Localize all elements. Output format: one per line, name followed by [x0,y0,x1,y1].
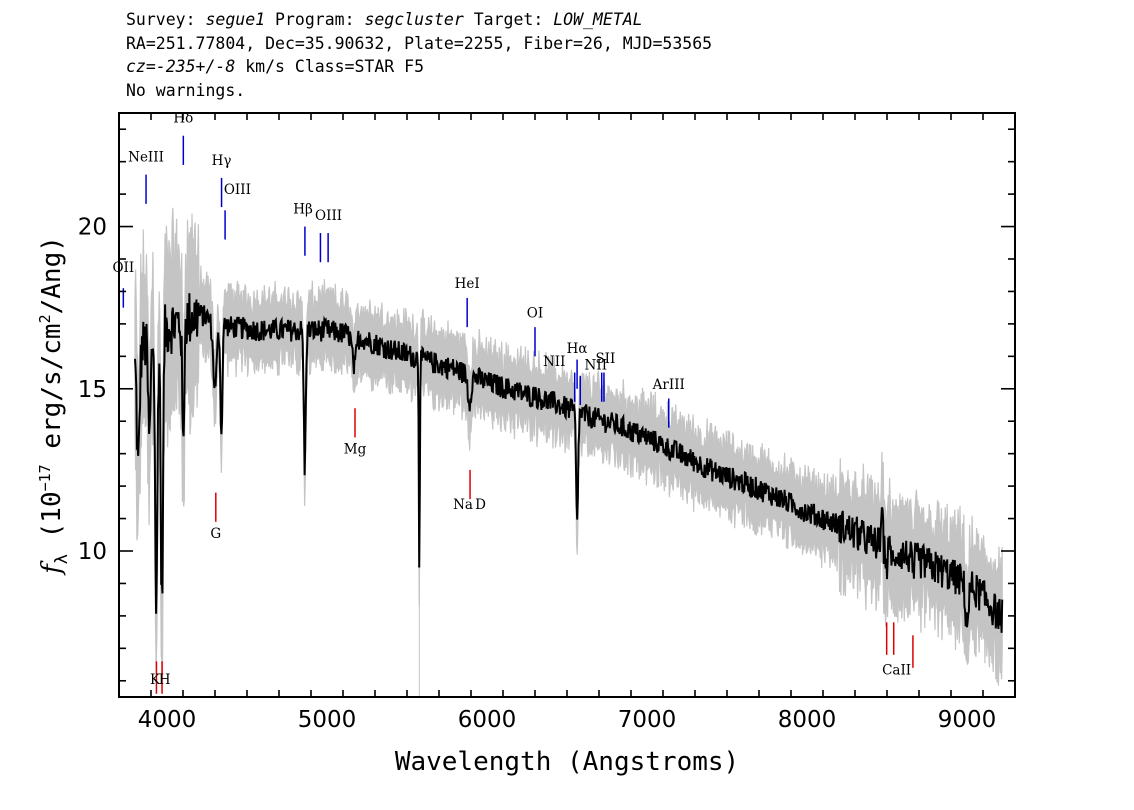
emission-line-label: ArIII [652,377,685,393]
x-tick-label: 6000 [458,707,517,733]
absorption-line-label: CaII [882,662,911,678]
emission-line-label: OIII [224,182,251,198]
emission-line-label: Hα [567,341,588,357]
emission-line-label: NII [585,357,607,373]
spectrum-header: Survey: segue1 Program: segcluster Targe… [126,8,712,102]
noise-band [134,207,1003,697]
header-line-coordinates: RA=251.77804, Dec=35.90632, Plate=2255, … [126,33,713,53]
x-tick-label: 7000 [618,707,677,733]
y-label-part: (10 [37,491,67,554]
plot-axes [118,112,1016,698]
header-redshift-part: km/s Class=STAR F5 [235,57,425,76]
spectrum-line [134,293,1004,633]
header-survey-part: Target: [463,10,554,29]
emission-line-label: Hβ [293,202,313,218]
y-label-part: erg/s/cm [37,323,67,464]
x-tick-label: 4000 [138,707,197,733]
y-tick-label: 15 [78,377,107,403]
noise-band-area [134,207,1003,686]
header-line-warnings: No warnings. [126,80,246,100]
x-tick-label: 8000 [778,707,837,733]
absorption-line-label: Na [453,497,473,513]
y-label-subscript: λ [52,554,72,564]
header-line-survey: Survey: segue1 Program: segcluster Targe… [126,8,712,32]
emission-line-label: NII [543,354,565,370]
emission-line-label: NeIII [128,150,164,166]
header-survey-part: segue1 [205,10,266,29]
y-label-exponent: 2 [36,314,54,323]
y-axis-label: fλ (10−17 erg/s/cm2/Ang) [36,236,72,576]
absorption-line-label: Mg [344,442,367,458]
x-axis-label: Wavelength (Angstroms) [395,747,739,777]
spectrum-series [134,293,1004,633]
emission-line-label: OIII [315,208,342,224]
line-markers: OIINeIIIHδHγOIIIHβOIIIHeIOIHαNIINIISIIAr… [112,111,914,694]
y-tick-label: 10 [78,539,107,565]
emission-line-label: SII [595,351,615,367]
header-survey-part: LOW_METAL [553,10,643,29]
emission-line-label: HeI [455,276,480,292]
absorption-line-label: D [475,497,486,513]
header-survey-part: Program: [265,10,365,29]
header-line-redshift: cz=-235+/-8 km/s Class=STAR F5 [126,55,712,79]
x-tick-label: 9000 [938,707,997,733]
emission-line-label: OI [527,305,543,321]
header-survey-part: segcluster [364,10,464,29]
y-label-exponent: −17 [36,464,54,491]
absorption-line-label: K [150,672,161,688]
emission-line-label: OII [112,260,134,276]
header-survey-part: Survey: [126,10,206,29]
absorption-line-label: H [159,672,171,688]
axis-labels: 4000 5000 6000 7000 8000 9000 10 15 20 Wavelength… [36,215,996,777]
emission-line-label: Hγ [212,153,232,169]
y-label-part: /Ang) [37,236,67,314]
absorption-line-label: G [210,526,221,542]
header-redshift-part: cz=-235+/-8 [126,57,236,76]
x-tick-label: 5000 [298,707,357,733]
y-tick-label: 20 [78,215,107,241]
